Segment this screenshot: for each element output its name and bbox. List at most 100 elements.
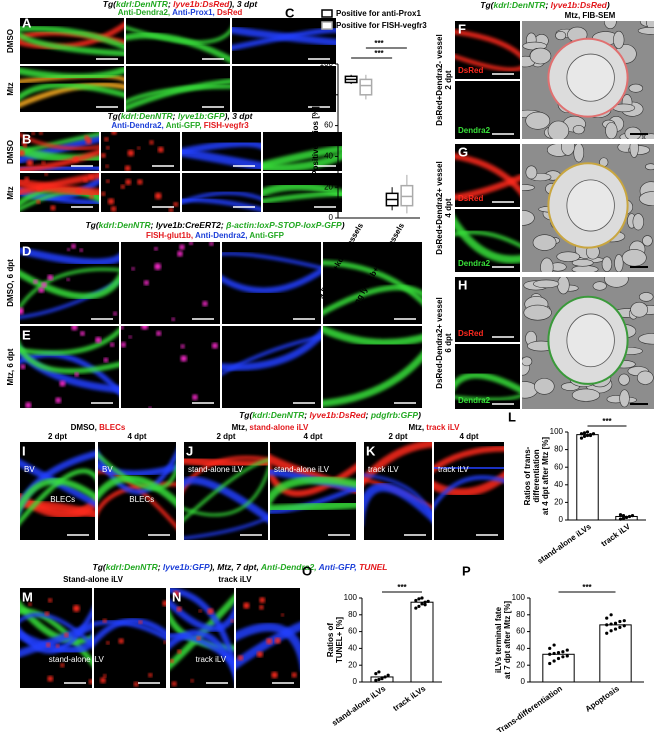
vessel-signal [455, 174, 520, 201]
text-part: ; [545, 0, 550, 10]
fish-dot [143, 280, 149, 286]
vessel-signal [98, 461, 176, 478]
image-group [455, 344, 520, 409]
em-cell [532, 234, 557, 251]
fish-dot [38, 287, 45, 293]
colored-text: Tg(kdrl:DenNTR; lyve1b:DsRed) [480, 0, 610, 10]
legend-label: Positive for anti-Prox1 [336, 9, 421, 18]
image-group [522, 21, 654, 139]
text-part: ; [304, 410, 309, 420]
fish-dot [101, 153, 106, 158]
fish-dot [156, 330, 162, 336]
data-point [386, 673, 390, 677]
fish-dot [44, 173, 48, 176]
text-part: Tg( [480, 0, 494, 10]
vessel-signal [20, 267, 119, 310]
fish-dot [177, 250, 183, 257]
em-cell [629, 144, 639, 158]
em-cell [628, 83, 644, 93]
y-tick-label: 0 [559, 515, 564, 524]
em-cell [638, 333, 654, 345]
significance-label: *** [374, 39, 384, 48]
fish-dot [41, 161, 46, 165]
text-part: track iLV [426, 423, 460, 432]
fish-dot [20, 307, 24, 315]
image-group [126, 18, 230, 64]
y-tick-label: 60 [324, 121, 333, 130]
fish-dot [55, 644, 60, 648]
fish-dot [71, 243, 76, 249]
vessel-signal [20, 621, 92, 658]
data-point [609, 629, 613, 633]
panel-heading: Stand-alone iLV [63, 575, 124, 584]
fish-dot [124, 165, 131, 171]
vessel-signal [263, 190, 342, 204]
significance-label: *** [582, 583, 592, 592]
em-lumen [566, 313, 615, 368]
vessel-signal [222, 267, 321, 294]
vessel-signal [126, 84, 230, 105]
image-annotation: stand-alone iLV [188, 465, 244, 474]
fish-dot [256, 651, 263, 658]
image-annotation: BLECs [129, 495, 154, 504]
fish-dot [192, 394, 198, 401]
fish-dot [100, 677, 106, 684]
fish-dot [266, 638, 273, 645]
em-cell [540, 257, 554, 272]
fish-dot [60, 663, 65, 668]
data-point [552, 659, 556, 663]
image-group [101, 173, 180, 212]
colored-text: Tg(kdrl:DenNTR; lyve1b:GFP), 3 dpt [107, 111, 253, 121]
row-label: DMSO [6, 140, 15, 164]
em-cell [642, 235, 653, 247]
fish-dot [209, 242, 214, 246]
data-point [417, 604, 421, 609]
data-point [588, 433, 593, 438]
colored-text: Mtz, stand-alone iLV [232, 423, 309, 432]
vessel-signal [236, 622, 300, 669]
image-group [126, 66, 230, 112]
vessel-signal [170, 594, 234, 670]
image-group [236, 588, 300, 688]
text-part: lyve1b:DsRed [173, 0, 230, 9]
image-group [263, 132, 342, 171]
em-cell [603, 21, 617, 29]
y-tick-label: 80 [516, 610, 525, 619]
fish-dot [133, 681, 139, 687]
text-part: ) [417, 410, 421, 420]
fish-dot [33, 279, 38, 284]
fish-dot [46, 642, 51, 648]
fish-dot [89, 194, 94, 199]
legend-swatch [321, 9, 333, 18]
fish-dot [36, 186, 40, 190]
em-cell [613, 30, 625, 49]
colored-text: Mtz, track iLV [409, 423, 461, 432]
fish-dot [127, 149, 135, 157]
image-annotation: track iLV [438, 465, 469, 474]
image-annotation: stand-alone iLV [274, 465, 330, 474]
fish-dot [25, 402, 32, 408]
fish-dot [24, 176, 30, 182]
image-group [182, 132, 261, 171]
image-group [323, 326, 422, 408]
fish-dot [101, 191, 106, 196]
text-part: BLECs [99, 423, 126, 432]
data-point [556, 651, 561, 655]
vessel-signal [270, 499, 356, 514]
vessel-signal [222, 251, 321, 270]
panel-letter: D [22, 243, 31, 258]
y-tick-label: 20 [554, 498, 563, 507]
fish-dot [202, 300, 208, 307]
em-cell [547, 120, 570, 139]
image-group [270, 442, 356, 540]
vessel-signal [434, 464, 504, 472]
em-cell [604, 277, 629, 288]
data-point [582, 431, 587, 435]
vessel-signal [455, 29, 520, 59]
em-cell [618, 373, 630, 386]
vessel-signal [455, 371, 520, 394]
fish-dot [173, 201, 179, 207]
fish-dot [36, 199, 41, 204]
vessel-signal [182, 147, 261, 171]
